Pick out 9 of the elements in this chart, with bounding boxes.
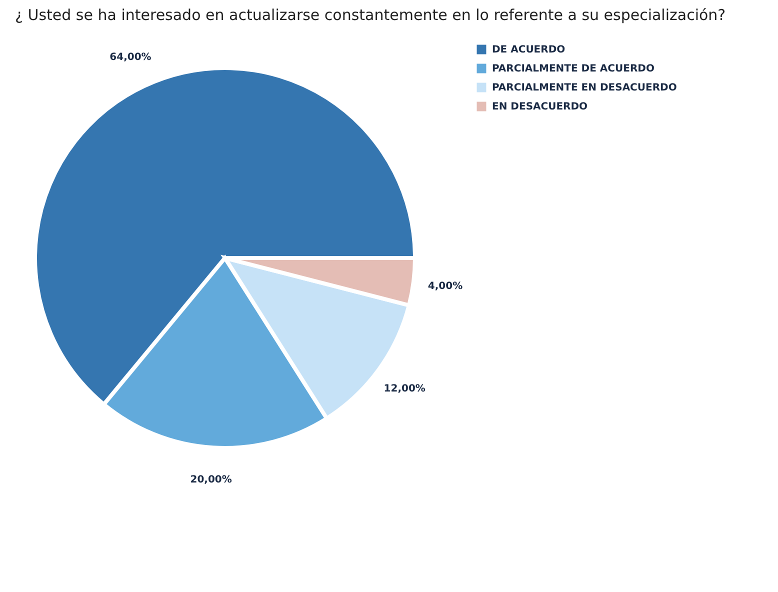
legend-label: EN DESACUERDO <box>492 102 588 112</box>
data-label: 4,00% <box>428 280 463 292</box>
data-label: 20,00% <box>190 474 232 486</box>
data-label: 64,00% <box>110 52 152 64</box>
chart-title: ¿ Usted se ha interesado en actualizarse constantemente en lo referente a su especialización? <box>15 6 726 24</box>
legend-label: DE ACUERDO <box>492 44 566 56</box>
legend-label: PARCIALMENTE DE ACUERDO <box>492 64 654 74</box>
legend-label: PARCIALMENTE EN DESACUERDO <box>492 82 677 94</box>
data-label: 12,00% <box>384 383 426 394</box>
